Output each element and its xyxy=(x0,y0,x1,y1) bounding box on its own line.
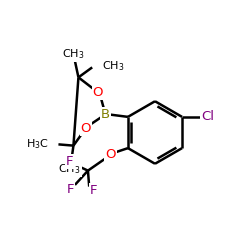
Text: H$_3$C: H$_3$C xyxy=(26,138,49,151)
Text: O: O xyxy=(81,122,91,134)
Text: F: F xyxy=(90,184,97,197)
Text: O: O xyxy=(105,148,116,161)
Text: F: F xyxy=(67,184,74,196)
Text: CH$_3$: CH$_3$ xyxy=(62,48,85,61)
Text: F: F xyxy=(66,155,73,168)
Text: CH$_3$: CH$_3$ xyxy=(58,162,81,176)
Text: Cl: Cl xyxy=(201,110,214,123)
Text: B: B xyxy=(101,108,110,121)
Text: CH$_3$: CH$_3$ xyxy=(102,59,124,72)
Text: O: O xyxy=(93,86,103,99)
